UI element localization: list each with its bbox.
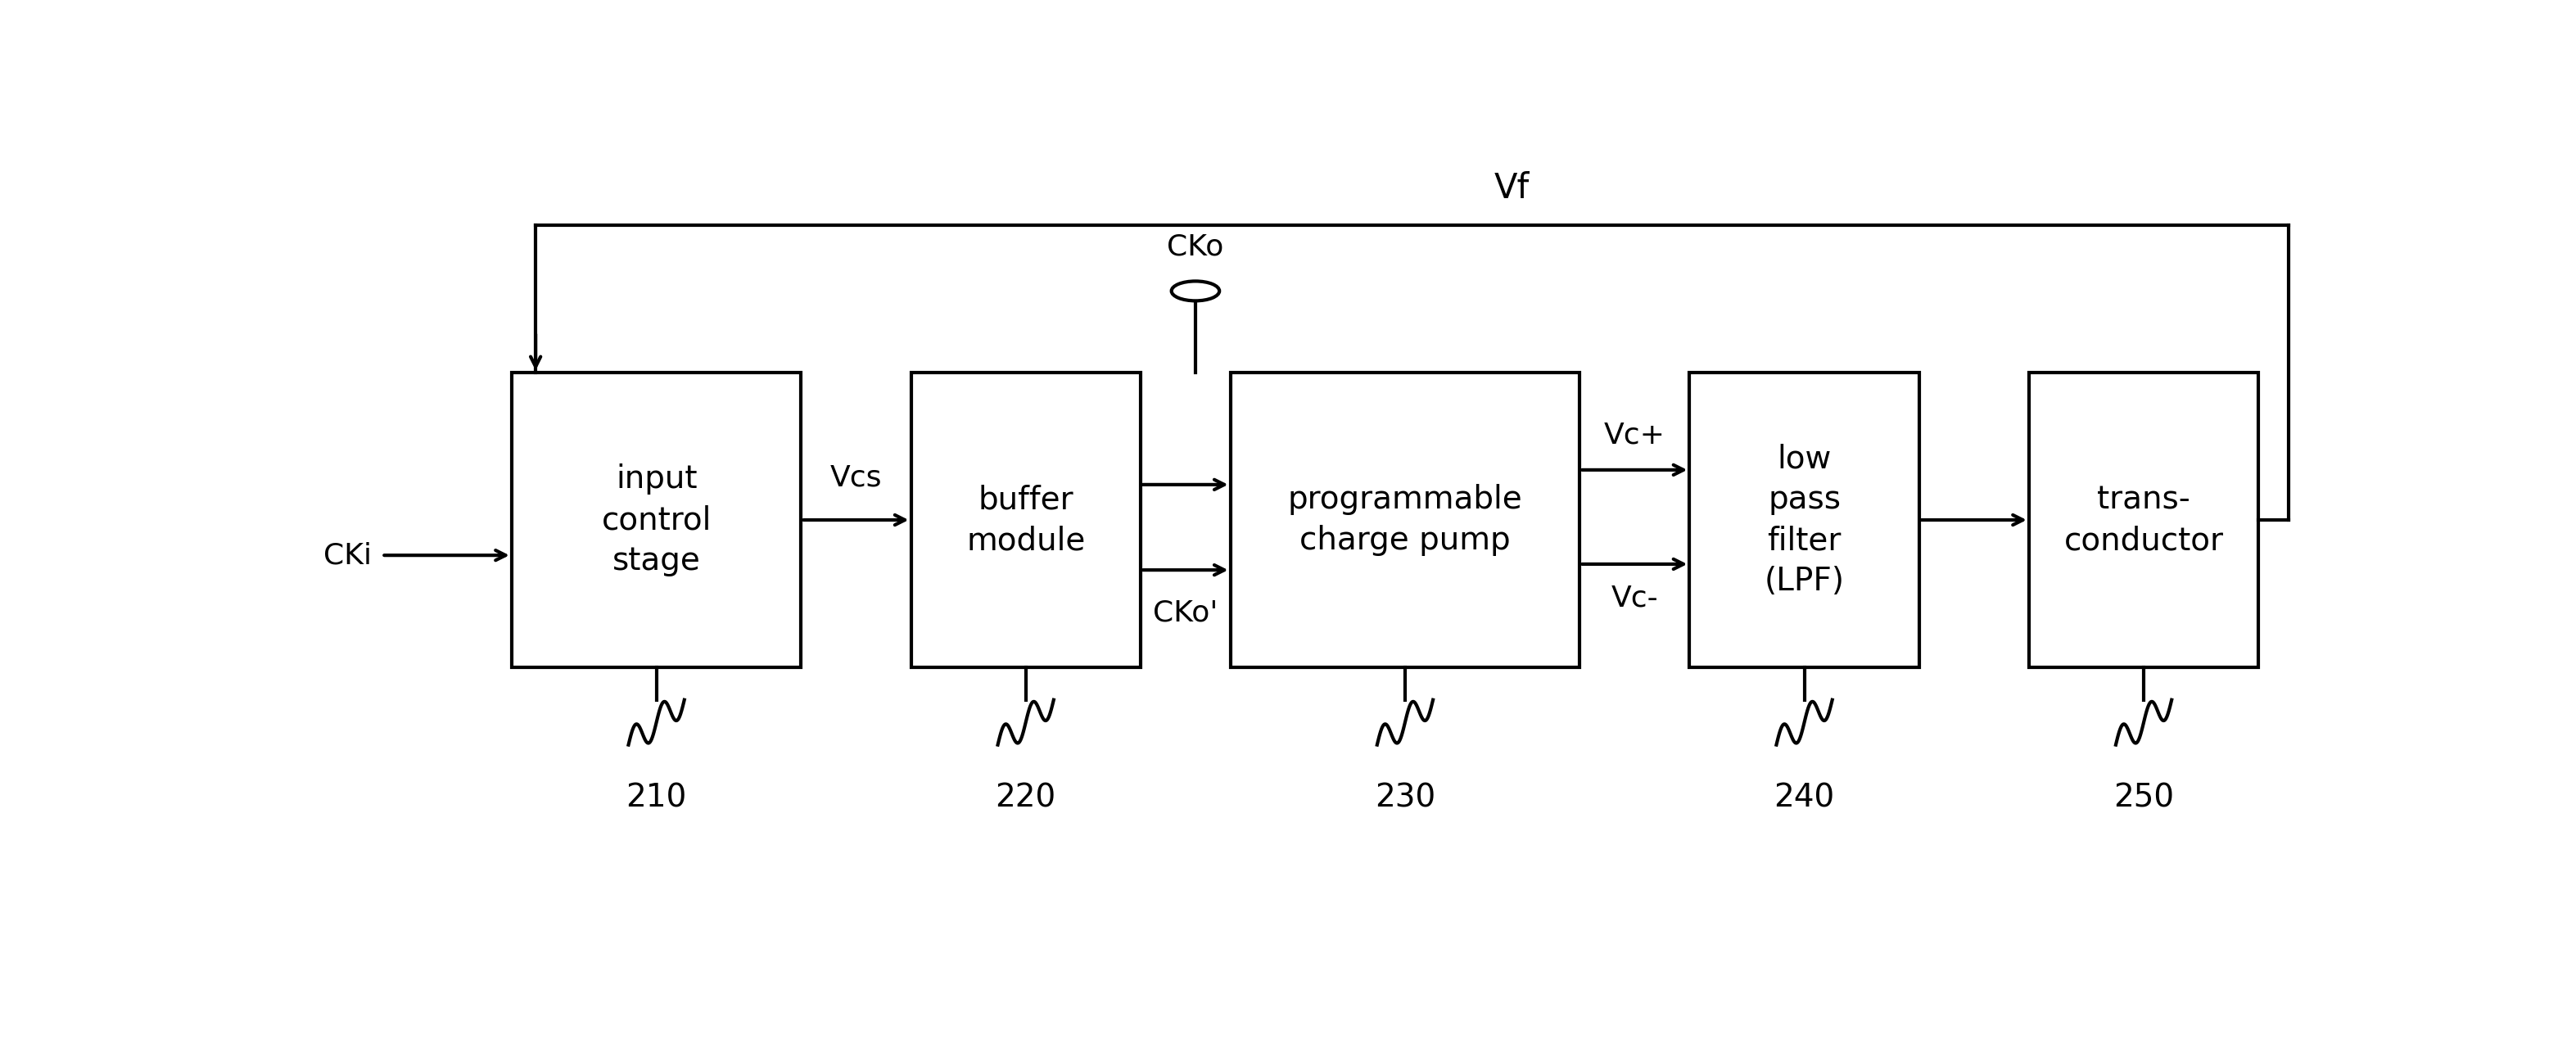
- FancyBboxPatch shape: [1690, 373, 1919, 667]
- Text: CKo: CKo: [1167, 233, 1224, 261]
- Text: trans-
conductor: trans- conductor: [2063, 484, 2223, 556]
- Text: 220: 220: [994, 783, 1056, 813]
- FancyBboxPatch shape: [912, 373, 1141, 667]
- Text: buffer
module: buffer module: [966, 484, 1084, 556]
- FancyBboxPatch shape: [1231, 373, 1579, 667]
- Text: CKi: CKi: [325, 542, 371, 569]
- Text: input
control
stage: input control stage: [600, 463, 711, 577]
- Text: 230: 230: [1376, 783, 1435, 813]
- Text: Vc+: Vc+: [1605, 422, 1664, 449]
- Text: Vcs: Vcs: [829, 463, 881, 492]
- Text: CKo': CKo': [1154, 599, 1218, 627]
- Text: 240: 240: [1775, 783, 1834, 813]
- FancyBboxPatch shape: [513, 373, 801, 667]
- Text: low
pass
filter
(LPF): low pass filter (LPF): [1765, 443, 1844, 597]
- Text: 250: 250: [2112, 783, 2174, 813]
- Text: 210: 210: [626, 783, 688, 813]
- Text: Vc-: Vc-: [1610, 584, 1659, 613]
- Circle shape: [1172, 281, 1218, 301]
- FancyBboxPatch shape: [2030, 373, 2259, 667]
- Text: programmable
charge pump: programmable charge pump: [1288, 484, 1522, 556]
- Text: Vf: Vf: [1494, 171, 1530, 205]
